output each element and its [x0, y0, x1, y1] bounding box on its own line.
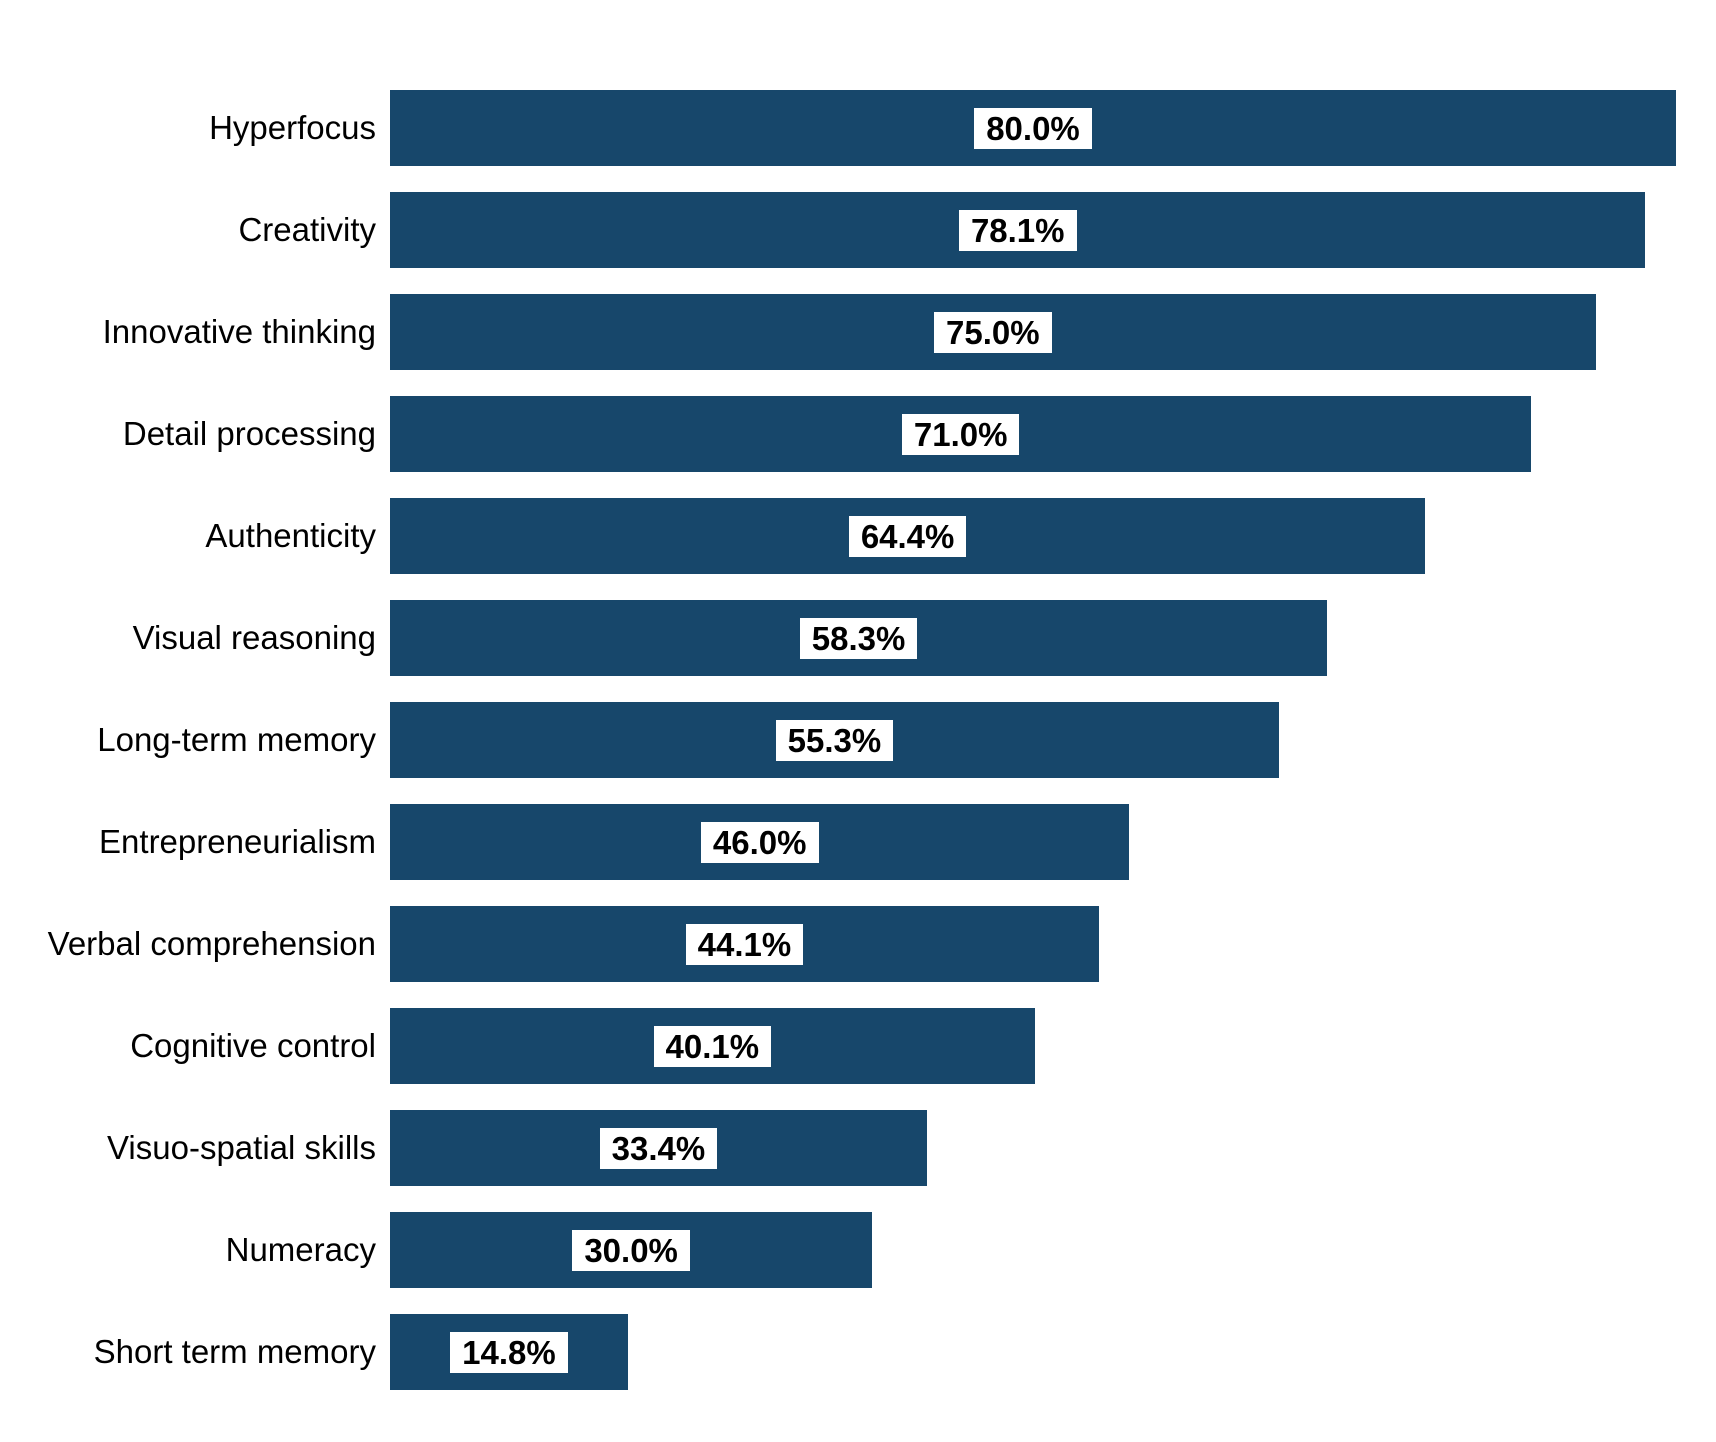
bar-row: Authenticity 64.4%: [40, 498, 1676, 574]
category-label: Authenticity: [40, 518, 390, 554]
category-label: Creativity: [40, 212, 390, 248]
bar-row: Cognitive control 40.1%: [40, 1008, 1676, 1084]
bar-row: Innovative thinking 75.0%: [40, 294, 1676, 370]
value-badge: 64.4%: [849, 516, 967, 557]
bar-track: 80.0%: [390, 90, 1676, 166]
bar-track: 64.4%: [390, 498, 1676, 574]
category-label: Visuo-spatial skills: [40, 1130, 390, 1166]
bar-track: 46.0%: [390, 804, 1676, 880]
value-badge: 58.3%: [800, 618, 918, 659]
bar: 75.0%: [390, 294, 1596, 370]
bar-track: 55.3%: [390, 702, 1676, 778]
bar: 58.3%: [390, 600, 1327, 676]
value-badge: 44.1%: [686, 924, 804, 965]
bar: 78.1%: [390, 192, 1645, 268]
category-label: Visual reasoning: [40, 620, 390, 656]
value-badge: 75.0%: [934, 312, 1052, 353]
category-label: Numeracy: [40, 1232, 390, 1268]
category-label: Short term memory: [40, 1334, 390, 1370]
bar-row: Short term memory 14.8%: [40, 1314, 1676, 1390]
bar-row: Hyperfocus 80.0%: [40, 90, 1676, 166]
value-badge: 30.0%: [572, 1230, 690, 1271]
bar-track: 44.1%: [390, 906, 1676, 982]
value-badge: 14.8%: [450, 1332, 568, 1373]
category-label: Verbal comprehension: [40, 926, 390, 962]
bar-track: 14.8%: [390, 1314, 1676, 1390]
bar: 33.4%: [390, 1110, 927, 1186]
bar-track: 71.0%: [390, 396, 1676, 472]
category-label: Long-term memory: [40, 722, 390, 758]
value-badge: 80.0%: [974, 108, 1092, 149]
bar-row: Detail processing 71.0%: [40, 396, 1676, 472]
bar: 44.1%: [390, 906, 1099, 982]
bar-track: 58.3%: [390, 600, 1676, 676]
value-badge: 33.4%: [600, 1128, 718, 1169]
bar: 40.1%: [390, 1008, 1035, 1084]
bar: 55.3%: [390, 702, 1279, 778]
bar: 71.0%: [390, 396, 1531, 472]
bar-row: Visual reasoning 58.3%: [40, 600, 1676, 676]
bar-row: Numeracy 30.0%: [40, 1212, 1676, 1288]
bar: 80.0%: [390, 90, 1676, 166]
category-label: Detail processing: [40, 416, 390, 452]
value-badge: 78.1%: [959, 210, 1077, 251]
bar-row: Creativity 78.1%: [40, 192, 1676, 268]
value-badge: 55.3%: [776, 720, 894, 761]
bar: 64.4%: [390, 498, 1425, 574]
bar-track: 33.4%: [390, 1110, 1676, 1186]
bar-row: Verbal comprehension 44.1%: [40, 906, 1676, 982]
bar-row: Entrepreneurialism 46.0%: [40, 804, 1676, 880]
bar-row: Visuo-spatial skills 33.4%: [40, 1110, 1676, 1186]
bar-track: 75.0%: [390, 294, 1676, 370]
category-label: Cognitive control: [40, 1028, 390, 1064]
bar-track: 40.1%: [390, 1008, 1676, 1084]
bar: 30.0%: [390, 1212, 872, 1288]
bar: 14.8%: [390, 1314, 628, 1390]
bar-rows: Hyperfocus 80.0% Creativity 78.1% Innova…: [40, 90, 1676, 1390]
bar-chart: Hyperfocus 80.0% Creativity 78.1% Innova…: [0, 0, 1716, 1442]
value-badge: 46.0%: [701, 822, 819, 863]
bar-track: 30.0%: [390, 1212, 1676, 1288]
value-badge: 40.1%: [654, 1026, 772, 1067]
value-badge: 71.0%: [902, 414, 1020, 455]
category-label: Innovative thinking: [40, 314, 390, 350]
category-label: Hyperfocus: [40, 110, 390, 146]
bar: 46.0%: [390, 804, 1129, 880]
bar-track: 78.1%: [390, 192, 1676, 268]
bar-row: Long-term memory 55.3%: [40, 702, 1676, 778]
category-label: Entrepreneurialism: [40, 824, 390, 860]
